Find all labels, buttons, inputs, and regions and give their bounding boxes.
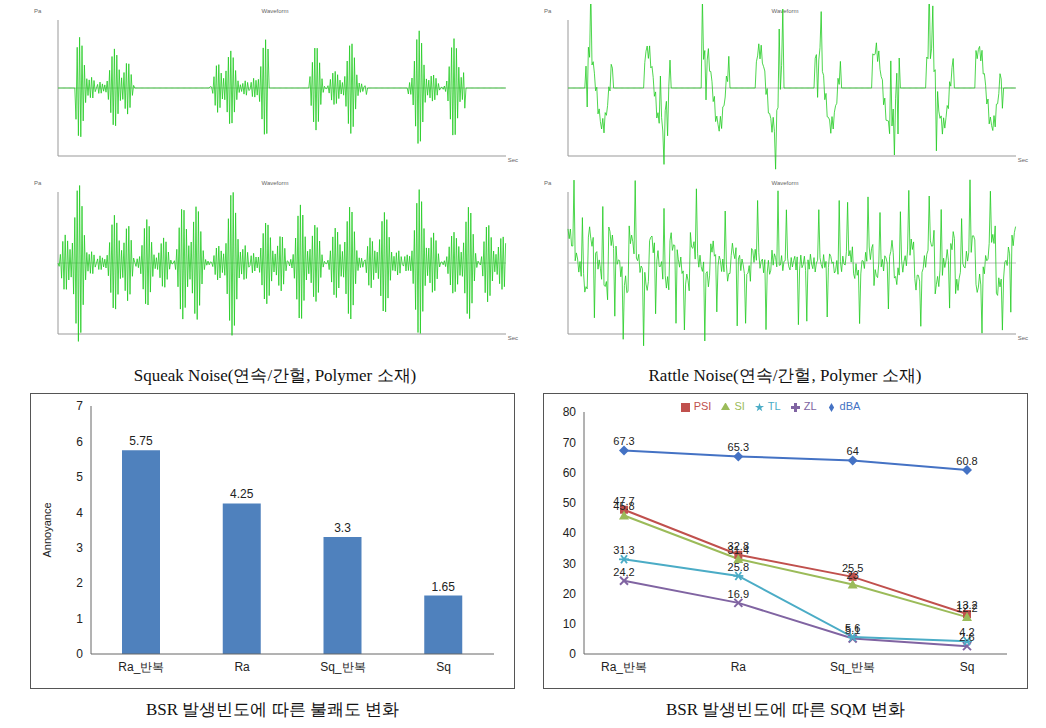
html-text:Rattle Noise(연속/간헐, Polymer 소재: Rattle Noise(연속/간헐, Polymer 소재)	[648, 366, 922, 385]
svg-text:70: 70	[563, 436, 577, 450]
svg-text:16.9: 16.9	[728, 588, 749, 600]
svg-text:3: 3	[76, 541, 83, 555]
svg-text:Pa: Pa	[544, 8, 552, 14]
html-text:SI: SI	[734, 400, 745, 412]
svg-text:12.2: 12.2	[956, 602, 977, 614]
svg-text:Ra: Ra	[234, 660, 250, 674]
svg-text:40: 40	[563, 526, 577, 540]
svg-text:24.2: 24.2	[613, 566, 634, 578]
svg-text:4.25: 4.25	[230, 487, 254, 501]
svg-text:23: 23	[847, 569, 859, 581]
svg-text:Ra_반복: Ra_반복	[601, 660, 647, 674]
svg-text:Waveform: Waveform	[261, 180, 288, 186]
svg-text:25.5: 25.5	[842, 561, 864, 574]
svg-text:Pa: Pa	[544, 180, 552, 186]
html-text:TL: TL	[767, 400, 781, 412]
svg-text:25.8: 25.8	[728, 561, 749, 573]
svg-text:4: 4	[76, 506, 83, 520]
svg-text:Sec: Sec	[1018, 335, 1028, 341]
svg-text:2: 2	[76, 576, 83, 590]
svg-text:Sec: Sec	[508, 335, 518, 341]
svg-text:Ra_반복: Ra_반복	[118, 660, 164, 674]
svg-text:31.4: 31.4	[728, 544, 749, 556]
svg-text:Waveform: Waveform	[261, 8, 288, 14]
svg-text:Sec: Sec	[1018, 157, 1028, 163]
svg-text:Sq: Sq	[436, 660, 451, 674]
svg-text:Annoyance: Annoyance	[41, 502, 53, 557]
svg-text:6: 6	[76, 435, 83, 449]
svg-text:5: 5	[76, 470, 83, 484]
svg-text:Sq: Sq	[960, 660, 975, 674]
svg-text:0: 0	[76, 647, 83, 661]
svg-text:64: 64	[847, 445, 859, 457]
svg-text:7: 7	[76, 399, 83, 413]
html-text:Squeak Noise(연속/간헐, Polymer 소재: Squeak Noise(연속/간헐, Polymer 소재)	[133, 366, 417, 385]
svg-text:Pa: Pa	[34, 8, 42, 14]
svg-text:0: 0	[569, 647, 576, 661]
svg-text:20: 20	[563, 587, 577, 601]
svg-text:Pa: Pa	[34, 180, 42, 186]
svg-text:80: 80	[563, 405, 577, 419]
html-text:BSR 발생빈도에 따른 불쾌도 변화: BSR 발생빈도에 따른 불쾌도 변화	[145, 700, 400, 719]
html-text:BSR 발생빈도에 따른 SQM 변화: BSR 발생빈도에 따른 SQM 변화	[666, 700, 905, 719]
svg-text:Waveform: Waveform	[771, 8, 798, 14]
svg-text:3.3: 3.3	[334, 521, 351, 535]
html-text:ZL: ZL	[803, 400, 817, 412]
svg-text:Ra: Ra	[731, 660, 747, 674]
svg-text:1.65: 1.65	[432, 580, 456, 594]
svg-text:5.6: 5.6	[845, 622, 860, 634]
svg-text:60.8: 60.8	[956, 455, 977, 467]
svg-text:50: 50	[563, 496, 577, 510]
svg-text:1: 1	[76, 612, 83, 626]
svg-text:30: 30	[563, 557, 577, 571]
svg-text:65.3: 65.3	[728, 441, 749, 453]
svg-text:Sq_반복: Sq_반복	[320, 660, 365, 674]
svg-text:Waveform: Waveform	[771, 180, 798, 186]
svg-text:60: 60	[563, 466, 577, 480]
svg-text:4.2: 4.2	[959, 626, 974, 638]
svg-text:45.8: 45.8	[613, 500, 634, 512]
html-text:dBA: dBA	[839, 400, 861, 412]
svg-text:Sec: Sec	[508, 157, 518, 163]
svg-text:67.3: 67.3	[613, 435, 634, 447]
svg-text:5.75: 5.75	[129, 434, 153, 448]
svg-text:10: 10	[563, 617, 577, 631]
html-text:PSI: PSI	[693, 400, 712, 412]
svg-text:31.3: 31.3	[613, 544, 634, 556]
svg-text:Sq_반복: Sq_반복	[830, 660, 875, 674]
